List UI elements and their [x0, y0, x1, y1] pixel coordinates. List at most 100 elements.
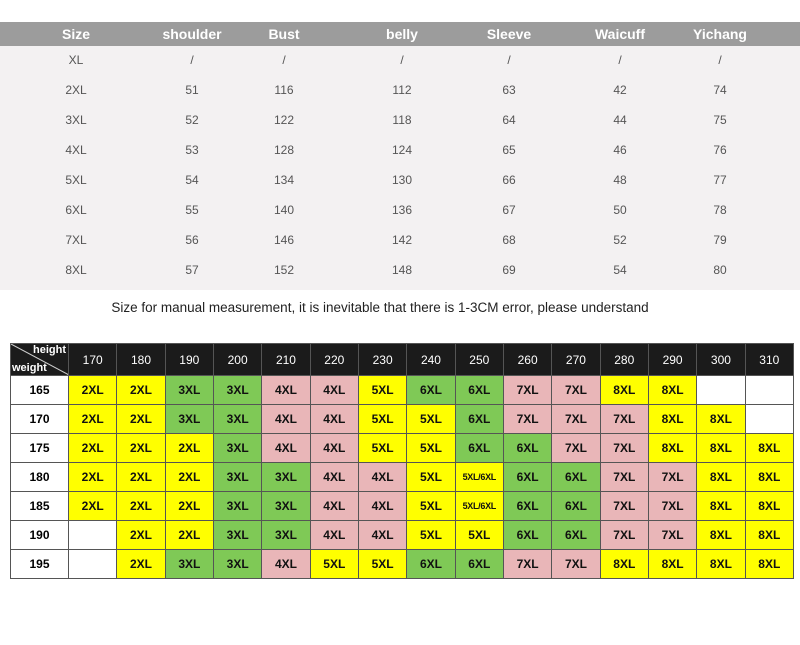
recommended-size-cell: 3XL [212, 404, 263, 434]
height-column-header: 290 [647, 343, 698, 376]
weight-row: 185 2XL 2XL 2XL 3XL 3XL 4XL 4XL 5XL 5XL/6XL 6XL 6XL… [10, 491, 795, 521]
recommended-size-cell: 5XL/6XL [454, 462, 504, 492]
recommended-size-cell: 8XL [696, 404, 746, 434]
weight-row: 170 2XL 2XL 3XL 3XL 4XL 4XL 5XL 5XL 6XL 7XL 7XL 7XL 8… [10, 404, 795, 434]
size-row: 6XL 55 140 136 67 50 78 [0, 195, 800, 225]
size-value: 63 [502, 83, 516, 97]
recommended-size-cell: 3XL [261, 462, 311, 492]
weight-row-label: 175 [10, 433, 69, 463]
size-row: 8XL 57 152 148 69 54 80 [0, 255, 800, 285]
recommended-size-cell: 6XL [502, 433, 553, 463]
recommended-size-cell: 3XL [212, 549, 263, 579]
size-value: 140 [273, 203, 295, 217]
recommended-size-cell: 6XL [454, 404, 504, 434]
recommended-size-cell: 8XL [744, 462, 795, 492]
recommended-size-cell [744, 404, 795, 434]
size-value: 64 [502, 113, 516, 127]
height-column-header: 250 [454, 343, 504, 376]
height-weight-corner: height weight [10, 343, 69, 376]
size-column-header: Sleeve [486, 26, 532, 42]
height-column-header: 190 [164, 343, 214, 376]
size-column-header: Waicuff [594, 26, 646, 42]
recommended-size-cell: 8XL [647, 433, 698, 463]
size-value: 142 [391, 233, 413, 247]
recommended-size-cell: 8XL [696, 462, 746, 492]
corner-diagonal [11, 344, 68, 375]
size-value: / [618, 53, 622, 67]
size-row: 7XL 56 146 142 68 52 79 [0, 225, 800, 255]
size-label: XL [68, 53, 84, 67]
recommended-size-cell: 7XL [551, 433, 601, 463]
size-value: 134 [273, 173, 295, 187]
size-value: / [282, 53, 286, 67]
size-value: 52 [613, 233, 627, 247]
recommended-size-cell: 5XL [406, 491, 456, 521]
recommended-size-cell: 2XL [164, 433, 214, 463]
weight-row-label: 185 [10, 491, 69, 521]
recommended-size-cell: 4XL [309, 520, 359, 550]
recommended-size-cell: 8XL [744, 491, 795, 521]
height-label: height [33, 344, 66, 357]
height-column-header: 200 [212, 343, 263, 376]
size-value: 67 [502, 203, 516, 217]
recommended-size-cell: 4XL [261, 404, 311, 434]
size-recommendation-grid: height weight 170 180 190 200 210 220 230 240 25… [10, 343, 795, 591]
recommended-size-cell: 8XL [744, 433, 795, 463]
size-value: 112 [392, 83, 412, 97]
recommended-size-cell: 6XL [551, 491, 601, 521]
recommended-size-cell: 2XL [164, 491, 214, 521]
recommended-size-cell: 4XL [357, 462, 408, 492]
recommended-size-cell: 8XL [647, 375, 698, 405]
recommended-size-cell: 4XL [261, 375, 311, 405]
size-value: 75 [713, 113, 727, 127]
height-column-header: 210 [261, 343, 311, 376]
height-column-header: 260 [502, 343, 553, 376]
size-value: / [400, 53, 404, 67]
size-value: 57 [185, 263, 199, 277]
recommended-size-cell: 6XL [502, 520, 553, 550]
weight-row: 165 2XL 2XL 3XL 3XL 4XL 4XL 5XL 6XL 6XL 7XL 7XL 8XL 8… [10, 375, 795, 405]
recommended-size-cell: 7XL [502, 549, 553, 579]
recommended-size-cell: 2XL [164, 462, 214, 492]
size-value: / [190, 53, 194, 67]
size-value: 118 [392, 113, 412, 127]
recommended-size-cell: 5XL [454, 520, 504, 550]
weight-row-label: 195 [10, 549, 69, 579]
size-value: 124 [391, 143, 413, 157]
size-value: 128 [273, 143, 295, 157]
weight-row-label: 165 [10, 375, 69, 405]
weight-row: 190 2XL 2XL 3XL 3XL 4XL 4XL 5XL 5XL 6XL 6XL 7XL 7XL 8… [10, 520, 795, 550]
recommended-size-cell: 3XL [212, 433, 263, 463]
size-row: XL / / / / / / [0, 45, 800, 75]
recommended-size-cell [744, 375, 795, 405]
recommended-size-cell: 8XL [744, 520, 795, 550]
height-header-row: height weight 170 180 190 200 210 220 230 240 25… [10, 343, 795, 376]
recommended-size-cell: 2XL [67, 491, 118, 521]
recommended-size-cell: 3XL [164, 375, 214, 405]
size-value: 55 [185, 203, 199, 217]
size-label: 4XL [65, 143, 87, 157]
weight-row: 195 2XL 3XL 3XL 4XL 5XL 5XL 6XL 6XL 7XL 7XL 8XL 8XL 8… [10, 549, 795, 579]
recommendation-body: 165 2XL 2XL 3XL 3XL 4XL 4XL 5XL 6XL 6XL 7XL 7XL 8XL 8… [10, 375, 795, 579]
size-column-header: Bust [268, 26, 300, 42]
recommended-size-cell: 5XL [357, 433, 408, 463]
height-column-header: 280 [599, 343, 649, 376]
size-measurement-table: Size shoulder Bust belly Sleeve Waicuff Yichan… [0, 22, 800, 290]
recommended-size-cell: 8XL [744, 549, 795, 579]
recommended-size-cell: 7XL [599, 433, 649, 463]
size-value: / [507, 53, 511, 67]
recommended-size-cell: 7XL [647, 462, 698, 492]
recommended-size-cell: 2XL [67, 404, 118, 434]
recommended-size-cell: 5XL [406, 404, 456, 434]
height-column-header: 310 [744, 343, 795, 376]
recommended-size-cell: 4XL [357, 491, 408, 521]
recommended-size-cell: 7XL [599, 462, 649, 492]
recommended-size-cell: 3XL [212, 462, 263, 492]
size-value: 74 [713, 83, 727, 97]
recommended-size-cell: 7XL [502, 375, 553, 405]
size-column-header: shoulder [162, 26, 222, 42]
size-value: 65 [502, 143, 516, 157]
size-value: 69 [502, 263, 516, 277]
recommended-size-cell: 2XL [116, 491, 166, 521]
recommended-size-cell: 2XL [116, 375, 166, 405]
